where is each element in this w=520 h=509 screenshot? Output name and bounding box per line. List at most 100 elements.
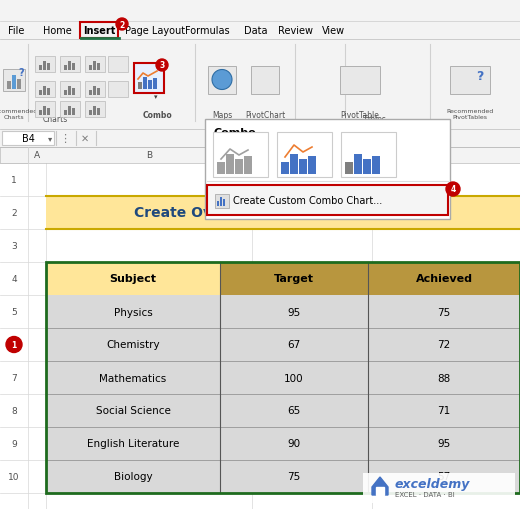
Text: B4: B4 [21, 134, 34, 144]
Text: 95: 95 [288, 307, 301, 317]
Text: Home: Home [43, 26, 72, 36]
Bar [39, 90, 42, 95]
Text: 10: 10 [8, 472, 20, 481]
Bar [35, 57, 55, 73]
Bar [80, 23, 118, 39]
Bar [68, 87, 71, 95]
Bar [47, 109, 50, 116]
Polygon shape [376, 487, 384, 495]
Bar [60, 81, 80, 97]
Text: 67: 67 [288, 340, 301, 350]
Bar [97, 109, 100, 116]
Text: Combo: Combo [143, 111, 173, 120]
Bar [363, 160, 371, 175]
Bar [354, 155, 362, 175]
Text: Page Layout: Page Layout [125, 26, 185, 36]
Text: View: View [322, 26, 345, 36]
Text: D: D [443, 151, 449, 160]
Bar [72, 109, 75, 116]
Bar [215, 194, 229, 209]
Text: PivotChart: PivotChart [245, 111, 285, 120]
Bar [60, 102, 80, 118]
Text: 3: 3 [11, 242, 17, 250]
Bar [46, 460, 520, 493]
Text: English Literature: English Literature [87, 439, 179, 448]
Text: PivotTable: PivotTable [341, 111, 380, 120]
Text: EXCEL · DATA · BI: EXCEL · DATA · BI [395, 491, 455, 497]
Bar [64, 111, 67, 116]
Bar [35, 81, 55, 97]
Bar [108, 57, 128, 73]
Bar [205, 120, 450, 219]
Text: Target: Target [274, 274, 314, 284]
Bar [72, 64, 75, 71]
Bar [143, 78, 147, 90]
Text: 57: 57 [437, 471, 451, 482]
Text: Combo: Combo [213, 128, 256, 138]
Text: Data: Data [244, 26, 267, 36]
Bar [153, 79, 157, 90]
Bar [0, 0, 520, 130]
Bar [134, 64, 164, 94]
Text: File: File [8, 26, 24, 36]
Text: Physics: Physics [114, 307, 152, 317]
Bar [46, 263, 220, 295]
Text: ?: ? [476, 70, 484, 83]
Bar [217, 163, 225, 175]
Bar [93, 107, 96, 116]
Text: 9: 9 [11, 439, 17, 448]
Text: Formulas: Formulas [185, 26, 230, 36]
Text: 3: 3 [159, 62, 165, 70]
Bar [46, 427, 520, 460]
Bar [89, 111, 92, 116]
Bar [0, 148, 28, 164]
Text: 75: 75 [437, 307, 451, 317]
Text: Recommended
PivotTables: Recommended PivotTables [446, 109, 493, 120]
Circle shape [446, 183, 460, 196]
Bar [7, 81, 11, 89]
Bar [235, 160, 243, 175]
Text: Insert: Insert [83, 26, 115, 36]
Text: 65: 65 [288, 406, 301, 416]
Bar [68, 62, 71, 71]
Text: 95: 95 [437, 439, 451, 448]
Bar [207, 186, 448, 216]
Text: Achieved: Achieved [415, 274, 473, 284]
Bar [46, 263, 520, 493]
Text: ⋮: ⋮ [59, 134, 71, 144]
Bar [46, 295, 520, 328]
Text: 100: 100 [284, 373, 304, 383]
Bar [39, 111, 42, 116]
Bar [60, 57, 80, 73]
Circle shape [156, 60, 168, 72]
Bar [12, 75, 16, 89]
Text: Create Custom Combo Chart...: Create Custom Combo Chart... [233, 195, 382, 206]
Text: 75: 75 [288, 471, 301, 482]
Bar [277, 133, 332, 178]
Bar [85, 57, 105, 73]
Text: A: A [34, 151, 40, 160]
Bar [0, 148, 520, 164]
Bar [47, 89, 50, 95]
Text: B: B [146, 151, 152, 160]
Bar [89, 90, 92, 95]
Text: Mathematics: Mathematics [99, 373, 166, 383]
Bar [108, 81, 128, 97]
Bar [223, 200, 225, 207]
Bar [368, 263, 520, 295]
Bar [0, 148, 520, 509]
Bar [43, 107, 46, 116]
Bar [46, 196, 520, 230]
Text: 2: 2 [120, 20, 125, 30]
Text: Social Science: Social Science [96, 406, 171, 416]
Bar [299, 160, 307, 175]
Bar [341, 133, 396, 178]
Bar [290, 155, 298, 175]
Bar [220, 197, 222, 207]
Bar [46, 361, 520, 394]
Bar [0, 22, 520, 40]
Bar [0, 130, 520, 148]
Text: ▾: ▾ [48, 134, 52, 143]
Text: Subject: Subject [110, 274, 157, 284]
Text: Review: Review [278, 26, 313, 36]
